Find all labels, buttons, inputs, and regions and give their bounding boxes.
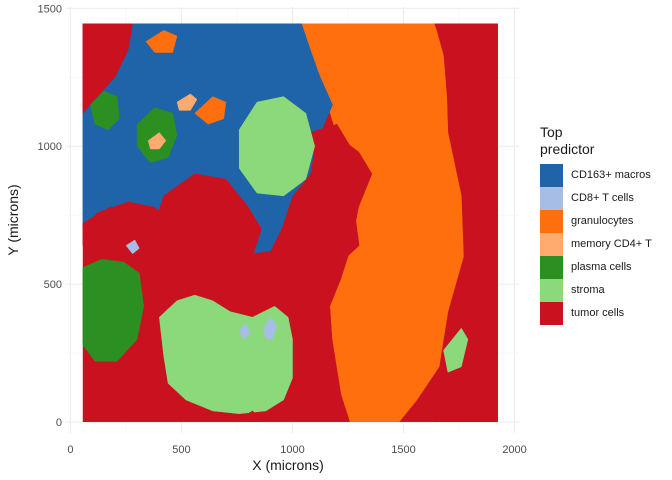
region-tumor-cells <box>310 123 351 164</box>
region-plasma-cells <box>90 90 120 130</box>
region-granulocytes <box>145 30 178 53</box>
legend-label: CD8+ T cells <box>571 192 634 204</box>
region-stroma <box>159 294 293 414</box>
legend-title-line: Top <box>540 124 563 140</box>
legend: Top predictor CD163+ macros CD8+ T cells g… <box>540 124 668 325</box>
y-tick-label: 0 <box>56 417 62 429</box>
x-tick-label: 2000 <box>502 444 526 456</box>
region-memory-cd4-t <box>176 93 198 111</box>
region-stroma <box>443 327 469 373</box>
region-granulocytes <box>194 96 227 125</box>
x-axis-title: X (microns) <box>252 457 324 473</box>
region-tumor-cells <box>434 23 498 422</box>
tissue-map <box>82 23 498 422</box>
region-tumor-cells <box>82 23 133 114</box>
region-cd8-t-cells <box>263 316 278 340</box>
region-memory-cd4-t <box>147 132 167 150</box>
x-tick-label: 1000 <box>280 444 304 456</box>
x-tick-label: 500 <box>172 444 190 456</box>
region-tumor-cells <box>238 410 262 422</box>
legend-item: tumor cells <box>540 301 668 325</box>
legend-color-swatch <box>540 278 563 302</box>
legend-item: memory CD4+ T <box>540 232 668 256</box>
x-tick-label: 0 <box>67 444 73 456</box>
region-cd8-t-cells <box>238 322 251 340</box>
legend-item: stroma <box>540 278 668 302</box>
legend-color-swatch <box>540 301 563 325</box>
legend-item: CD8+ T cells <box>540 186 668 210</box>
region-stroma <box>194 325 227 346</box>
legend-label: CD163+ macros <box>571 169 651 181</box>
legend-item: CD163+ macros <box>540 163 668 187</box>
region-cd163-macros <box>82 23 333 257</box>
y-tick-label: 1500 <box>38 3 62 15</box>
legend-item: granulocytes <box>540 209 668 233</box>
legend-color-swatch <box>540 163 563 187</box>
region-plasma-cells <box>82 259 144 362</box>
legend-label: plasma cells <box>571 261 632 273</box>
legend-label: stroma <box>571 284 605 296</box>
legend-label: tumor cells <box>571 307 625 319</box>
legend-item: plasma cells <box>540 255 668 279</box>
legend-label: memory CD4+ T <box>571 238 652 250</box>
axis-ticks: 0 500 1000 1500 2000 0 500 1000 1500 <box>38 3 527 456</box>
legend-items: CD163+ macros CD8+ T cells granulocytes mem… <box>540 163 668 325</box>
region-cd8-t-cells <box>125 239 140 255</box>
legend-title: Top predictor <box>540 124 668 158</box>
legend-color-swatch <box>540 255 563 279</box>
legend-label: granulocytes <box>571 215 634 227</box>
region-tumor-cells <box>305 195 360 263</box>
region-stroma <box>238 96 315 197</box>
legend-color-swatch <box>540 209 563 233</box>
region-granulocytes <box>301 23 464 422</box>
y-tick-label: 500 <box>44 279 62 291</box>
legend-color-swatch <box>540 232 563 256</box>
x-tick-label: 1500 <box>391 444 415 456</box>
y-axis-title: Y (microns) <box>5 184 21 255</box>
legend-color-swatch <box>540 186 563 210</box>
region-tumor-cells <box>154 173 262 268</box>
legend-title-line: predictor <box>540 141 595 157</box>
y-tick-label: 1000 <box>38 141 62 153</box>
